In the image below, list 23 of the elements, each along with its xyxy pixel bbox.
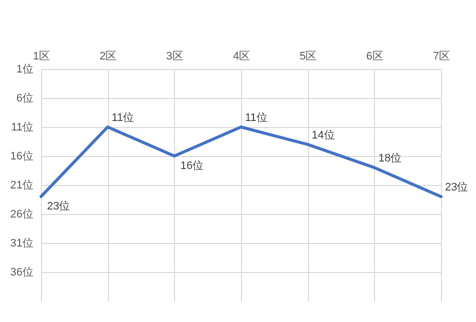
x-tick-label: 6区 (366, 50, 384, 62)
y-tick-label: 16位 (10, 150, 34, 162)
x-tick-label: 5区 (300, 50, 317, 62)
y-tick-label: 1位 (16, 64, 34, 76)
data-label: 18位 (378, 152, 402, 165)
data-label: 11位 (112, 112, 134, 124)
data-label: 23位 (445, 182, 468, 194)
y-tick-label: 6位 (16, 92, 34, 104)
data-label: 23位 (47, 200, 70, 213)
y-tick-label: 26位 (10, 208, 34, 220)
x-tick-label: 3区 (166, 50, 184, 62)
x-tick-label: 1区 (32, 50, 50, 62)
data-label: 14位 (312, 129, 335, 142)
y-tick-label: 31位 (10, 238, 34, 250)
y-tick-label: 36位 (10, 266, 34, 278)
x-tick-label: 2区 (100, 50, 117, 62)
y-tick-label: 21位 (10, 180, 34, 192)
x-tick-label: 4区 (232, 50, 250, 62)
y-tick-label: 11位 (11, 122, 34, 134)
line-series (40, 126, 442, 198)
data-label: 16位 (180, 160, 204, 172)
x-tick-label: 7区 (432, 50, 450, 62)
data-label: 11位 (245, 112, 268, 124)
